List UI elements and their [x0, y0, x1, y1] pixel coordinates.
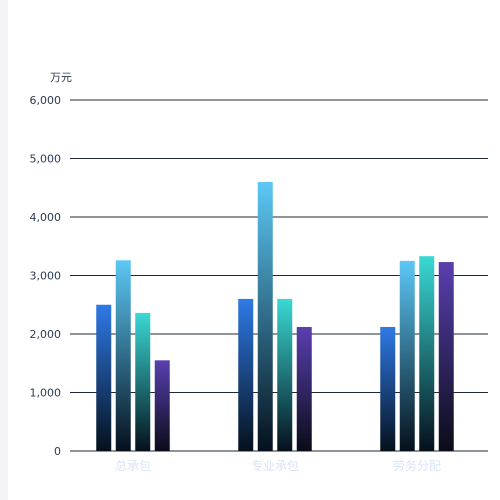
x-category-label: 总承包: [115, 459, 151, 473]
bar-series3-cat2[interactable]: [277, 298, 293, 451]
chart-panel: 0 1,000 2,000 3,000 4,000 5,000 6,000 总承包 专业承包 劳…: [8, 0, 500, 500]
y-tick-label: 5,000: [30, 153, 62, 166]
bar-series1-cat1[interactable]: [96, 304, 112, 451]
y-axis-unit-label: 万元: [50, 71, 72, 84]
bar-series1-cat2[interactable]: [238, 298, 254, 451]
y-tick-label: 0: [54, 445, 61, 458]
x-category-label: 劳务分配: [393, 458, 441, 473]
y-tick-label: 6,000: [30, 94, 62, 107]
y-tick-label: 1,000: [30, 387, 62, 400]
y-tick-label: 4,000: [30, 211, 62, 224]
bars: [96, 181, 454, 451]
y-tick-label: 2,000: [30, 328, 62, 341]
bar-series4-cat1[interactable]: [154, 360, 170, 451]
y-tick-label: 3,000: [30, 270, 62, 283]
bar-series4-cat3[interactable]: [438, 262, 454, 451]
bar-chart: 0 1,000 2,000 3,000 4,000 5,000 6,000 总承包 专业承包 劳…: [30, 71, 488, 473]
bar-series4-cat2[interactable]: [296, 326, 312, 451]
bar-series2-cat3[interactable]: [399, 260, 415, 451]
bar-series3-cat3[interactable]: [419, 256, 435, 451]
bar-series3-cat1[interactable]: [135, 312, 151, 451]
bar-series2-cat2[interactable]: [257, 181, 273, 451]
x-category-label: 专业承包: [251, 458, 299, 473]
bar-series2-cat1[interactable]: [115, 260, 131, 451]
bar-series1-cat3[interactable]: [380, 326, 396, 451]
x-axis: 总承包 专业承包 劳务分配: [115, 458, 441, 473]
y-axis: 0 1,000 2,000 3,000 4,000 5,000 6,000: [30, 94, 62, 458]
